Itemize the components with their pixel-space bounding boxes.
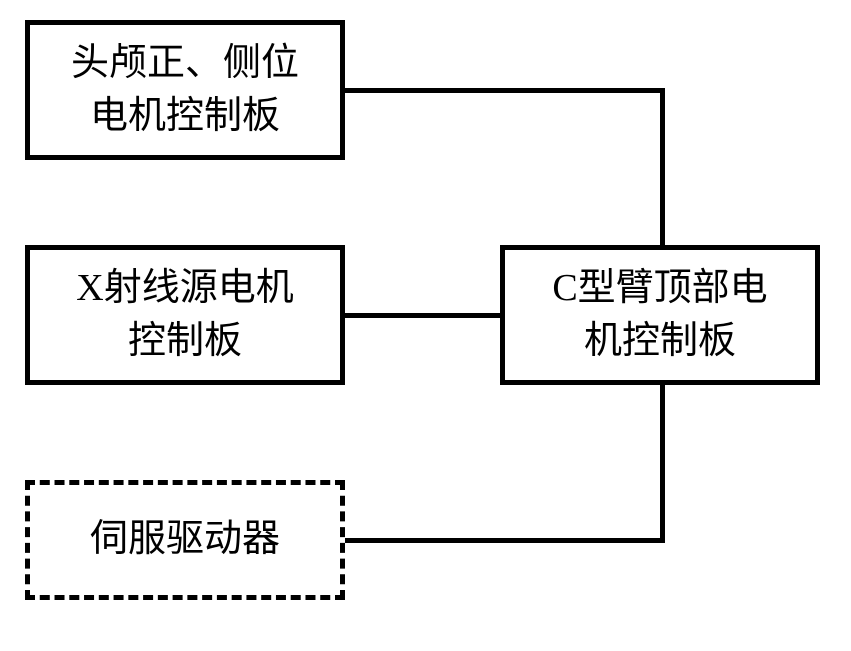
edge-middleleft-h xyxy=(345,313,500,318)
node-top-left-label: 头颅正、侧位电机控制板 xyxy=(71,37,299,143)
node-right: C型臂顶部电机控制板 xyxy=(500,245,820,385)
edge-topleft-h xyxy=(345,88,665,93)
edge-trunk-top xyxy=(660,88,665,245)
node-middle-left: X射线源电机控制板 xyxy=(25,245,345,385)
edge-bottomleft-h xyxy=(345,538,665,543)
node-bottom-left: 伺服驱动器 xyxy=(25,480,345,600)
node-bottom-left-label: 伺服驱动器 xyxy=(90,513,280,566)
node-middle-left-label: X射线源电机控制板 xyxy=(76,262,293,368)
edge-trunk-bottom xyxy=(660,385,665,543)
node-right-label: C型臂顶部电机控制板 xyxy=(552,262,767,368)
node-top-left: 头颅正、侧位电机控制板 xyxy=(25,20,345,160)
